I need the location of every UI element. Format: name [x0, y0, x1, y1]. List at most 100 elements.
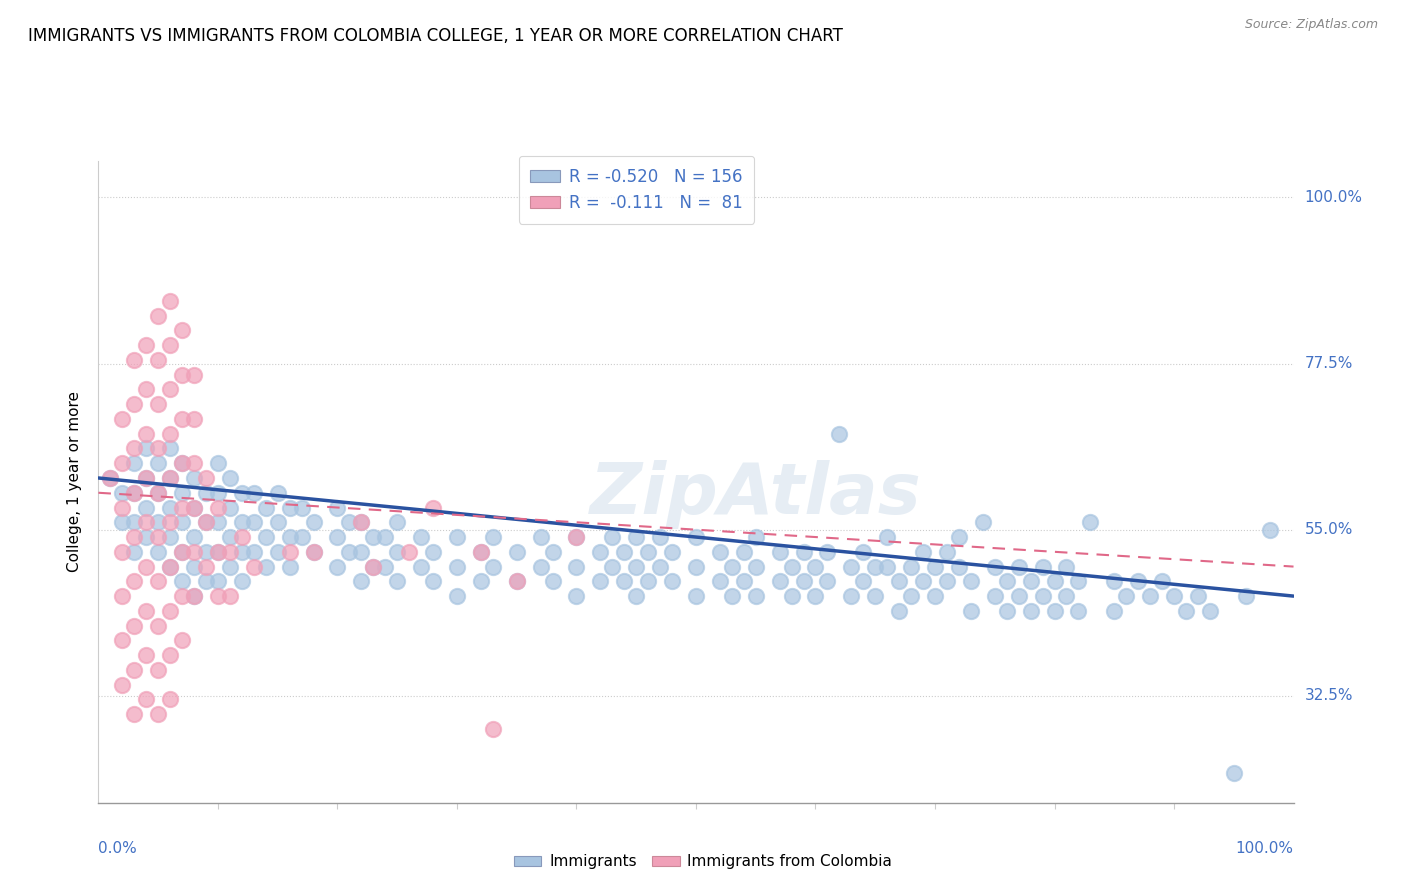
Point — [219, 589, 242, 603]
Text: Source: ZipAtlas.com: Source: ZipAtlas.com — [1244, 18, 1378, 31]
Point — [98, 471, 122, 485]
Point — [148, 530, 170, 544]
Point — [1258, 523, 1281, 537]
Point — [219, 559, 242, 574]
Point — [172, 412, 194, 426]
Point — [852, 574, 875, 589]
Point — [337, 545, 360, 559]
Point — [876, 559, 898, 574]
Point — [159, 559, 181, 574]
Point — [207, 545, 229, 559]
Point — [721, 559, 744, 574]
Point — [613, 545, 636, 559]
Point — [624, 530, 647, 544]
Point — [1019, 574, 1042, 589]
Point — [148, 352, 170, 367]
Point — [207, 516, 229, 530]
Point — [231, 485, 253, 500]
Point — [302, 545, 325, 559]
Point — [350, 516, 373, 530]
Point — [111, 516, 134, 530]
Point — [172, 633, 194, 648]
Point — [135, 500, 157, 515]
Point — [124, 456, 146, 470]
Point — [745, 559, 768, 574]
Point — [278, 530, 301, 544]
Point — [1067, 604, 1090, 618]
Point — [481, 530, 505, 544]
Point — [135, 471, 157, 485]
Point — [470, 545, 492, 559]
Point — [183, 589, 205, 603]
Point — [172, 485, 194, 500]
Point — [243, 516, 266, 530]
Point — [159, 383, 181, 397]
Point — [1198, 604, 1220, 618]
Point — [159, 338, 181, 352]
Point — [148, 309, 170, 323]
Point — [1139, 589, 1161, 603]
Point — [111, 412, 134, 426]
Point — [231, 530, 253, 544]
Point — [194, 471, 217, 485]
Point — [948, 530, 970, 544]
Point — [1102, 604, 1125, 618]
Point — [124, 442, 146, 456]
Point — [1187, 589, 1209, 603]
Point — [135, 471, 157, 485]
Point — [148, 707, 170, 722]
Point — [254, 500, 277, 515]
Point — [1150, 574, 1173, 589]
Point — [733, 574, 755, 589]
Point — [124, 545, 146, 559]
Point — [959, 604, 981, 618]
Point — [135, 383, 157, 397]
Point — [172, 456, 194, 470]
Point — [446, 530, 468, 544]
Point — [194, 574, 217, 589]
Point — [124, 352, 146, 367]
Point — [709, 574, 731, 589]
Point — [385, 516, 409, 530]
Point — [219, 500, 242, 515]
Point — [828, 426, 851, 441]
Point — [839, 589, 862, 603]
Point — [111, 545, 134, 559]
Point — [326, 530, 349, 544]
Point — [900, 589, 922, 603]
Point — [661, 545, 683, 559]
Point — [111, 633, 134, 648]
Point — [924, 589, 946, 603]
Point — [350, 574, 373, 589]
Point — [565, 589, 588, 603]
Point — [111, 485, 134, 500]
Point — [183, 471, 205, 485]
Point — [243, 485, 266, 500]
Point — [278, 559, 301, 574]
Point — [148, 485, 170, 500]
Point — [135, 648, 157, 662]
Point — [793, 545, 815, 559]
Point — [624, 559, 647, 574]
Point — [637, 545, 659, 559]
Text: 32.5%: 32.5% — [1305, 689, 1353, 703]
Point — [600, 530, 623, 544]
Point — [183, 456, 205, 470]
Point — [159, 559, 181, 574]
Point — [446, 559, 468, 574]
Point — [804, 559, 827, 574]
Point — [529, 530, 551, 544]
Point — [172, 545, 194, 559]
Point — [363, 530, 385, 544]
Point — [159, 293, 181, 308]
Point — [135, 692, 157, 706]
Point — [219, 530, 242, 544]
Point — [219, 471, 242, 485]
Point — [1043, 604, 1066, 618]
Point — [745, 589, 768, 603]
Point — [422, 545, 444, 559]
Point — [839, 559, 862, 574]
Point — [363, 559, 385, 574]
Point — [481, 559, 505, 574]
Point — [302, 516, 325, 530]
